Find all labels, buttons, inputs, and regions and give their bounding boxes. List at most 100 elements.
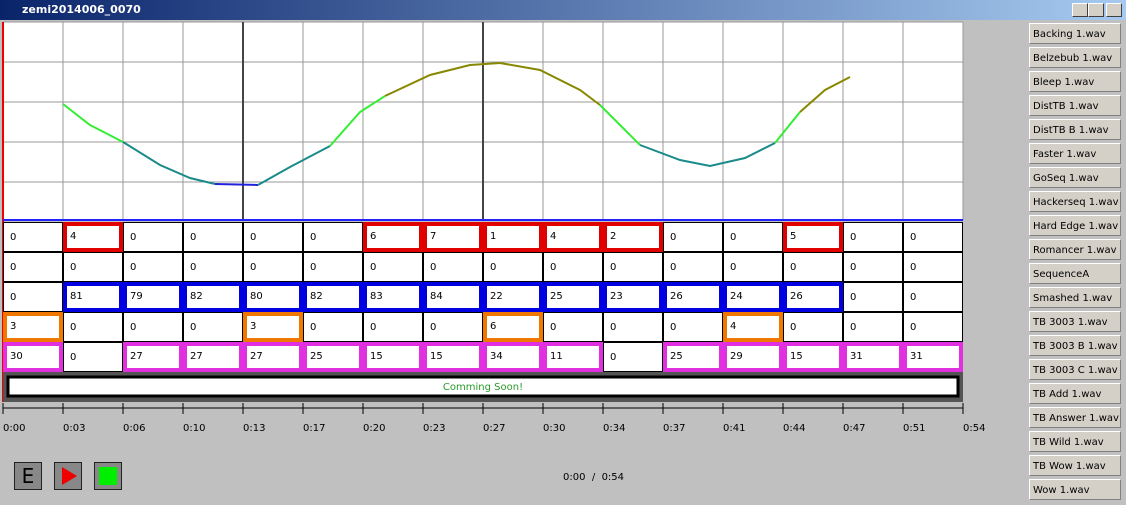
cell: 0 bbox=[423, 252, 483, 282]
file-button[interactable]: Wow 1.wav bbox=[1029, 479, 1121, 500]
cell-value: 0 bbox=[70, 262, 77, 273]
cell-value: 0 bbox=[130, 262, 137, 273]
time-label: 0:13 bbox=[243, 423, 266, 434]
cell-value: 25 bbox=[310, 351, 323, 362]
cell-value: 83 bbox=[370, 291, 383, 302]
cell-value: 11 bbox=[550, 351, 563, 362]
cell-value: 23 bbox=[610, 291, 623, 302]
cell: 25 bbox=[663, 342, 723, 372]
cell-value: 0 bbox=[850, 232, 857, 243]
file-button[interactable]: TB Answer 1.wav bbox=[1029, 407, 1121, 428]
cell-value: 26 bbox=[670, 291, 683, 302]
edit-button[interactable]: E bbox=[14, 462, 42, 490]
cell: 0 bbox=[663, 312, 723, 342]
cell: 0 bbox=[543, 252, 603, 282]
cell: 15 bbox=[363, 342, 423, 372]
file-button[interactable]: Romancer 1.wav bbox=[1029, 239, 1121, 260]
file-button[interactable]: Hard Edge 1.wav bbox=[1029, 215, 1121, 236]
cell-value: 1 bbox=[490, 231, 497, 242]
cell: 80 bbox=[243, 282, 303, 312]
cell-value: 0 bbox=[250, 232, 257, 243]
time-label: 0:10 bbox=[183, 423, 206, 434]
time-current: 0:00 bbox=[563, 472, 586, 483]
cell: 0 bbox=[663, 252, 723, 282]
cell: 26 bbox=[663, 282, 723, 312]
cell: 25 bbox=[543, 282, 603, 312]
file-button[interactable]: Smashed 1.wav bbox=[1029, 287, 1121, 308]
cell: 82 bbox=[303, 282, 363, 312]
cell: 0 bbox=[363, 252, 423, 282]
cell-value: 25 bbox=[670, 351, 683, 362]
file-button[interactable]: GoSeq 1.wav bbox=[1029, 167, 1121, 188]
file-button[interactable]: TB Add 1.wav bbox=[1029, 383, 1121, 404]
time-label: 0:54 bbox=[963, 423, 986, 434]
file-button[interactable]: Hackerseq 1.wav bbox=[1029, 191, 1121, 212]
maximize-button[interactable] bbox=[1088, 3, 1104, 17]
cell-value: 0 bbox=[190, 322, 197, 333]
cell-value: 15 bbox=[790, 351, 803, 362]
file-button[interactable]: TB Wow 1.wav bbox=[1029, 455, 1121, 476]
title-bar: zemi2014006_0070 bbox=[0, 0, 1126, 20]
cell: 0 bbox=[183, 252, 243, 282]
cell-value: 15 bbox=[430, 351, 443, 362]
file-button[interactable]: DistTB 1.wav bbox=[1029, 95, 1121, 116]
file-button[interactable]: SequenceA 1.wav bbox=[1029, 263, 1121, 301]
time-label: 0:41 bbox=[723, 423, 746, 434]
cell: 0 bbox=[903, 222, 963, 252]
stop-button[interactable] bbox=[94, 462, 122, 490]
time-separator: / bbox=[591, 472, 596, 483]
cell: 1 bbox=[483, 222, 543, 252]
file-button[interactable]: TB 3003 C 1.wav bbox=[1029, 359, 1121, 380]
file-button[interactable]: TB Wild 1.wav bbox=[1029, 431, 1121, 452]
cell-value: 0 bbox=[70, 322, 77, 333]
cell: 7 bbox=[423, 222, 483, 252]
file-button[interactable]: Faster 1.wav bbox=[1029, 143, 1121, 164]
cell-value: 0 bbox=[130, 232, 137, 243]
cell: 31 bbox=[843, 342, 903, 372]
cell: 2 bbox=[603, 222, 663, 252]
cell: 79 bbox=[123, 282, 183, 312]
cell-value: 81 bbox=[70, 291, 83, 302]
cell: 0 bbox=[843, 222, 903, 252]
cell-value: 0 bbox=[730, 232, 737, 243]
cell-value: 0 bbox=[550, 262, 557, 273]
time-display: 0:00 / 0:54 bbox=[563, 472, 624, 483]
cell-value: 84 bbox=[430, 291, 443, 302]
file-button[interactable]: DistTB B 1.wav bbox=[1029, 119, 1121, 140]
cell-value: 0 bbox=[910, 262, 917, 273]
cell: 0 bbox=[903, 282, 963, 312]
close-button[interactable] bbox=[1106, 3, 1122, 17]
time-label: 0:37 bbox=[663, 423, 686, 434]
status-text: Comming Soon! bbox=[443, 382, 523, 393]
cell: 27 bbox=[183, 342, 243, 372]
time-label: 0:00 bbox=[3, 423, 26, 434]
cell-value: 31 bbox=[910, 351, 923, 362]
cell-value: 0 bbox=[610, 322, 617, 333]
cell-value: 0 bbox=[370, 322, 377, 333]
file-button[interactable]: Backing 1.wav bbox=[1029, 23, 1121, 44]
cell-value: 3 bbox=[10, 321, 17, 332]
cell: 0 bbox=[123, 252, 183, 282]
plot-area: Comming Soon! bbox=[2, 21, 964, 414]
minimize-button[interactable] bbox=[1072, 3, 1088, 17]
cell-value: 79 bbox=[130, 291, 143, 302]
cell-value: 6 bbox=[490, 321, 497, 332]
cell: 82 bbox=[183, 282, 243, 312]
time-label: 0:23 bbox=[423, 423, 446, 434]
cell: 15 bbox=[783, 342, 843, 372]
cell: 0 bbox=[483, 252, 543, 282]
timeline-ticks bbox=[2, 403, 964, 414]
file-button[interactable]: Belzebub 1.wav bbox=[1029, 47, 1121, 68]
cell-value: 0 bbox=[610, 262, 617, 273]
time-label: 0:20 bbox=[363, 423, 386, 434]
cell: 27 bbox=[123, 342, 183, 372]
file-button[interactable]: Bleep 1.wav bbox=[1029, 71, 1121, 92]
cell: 0 bbox=[603, 252, 663, 282]
cell-value: 0 bbox=[910, 292, 917, 303]
play-button[interactable] bbox=[54, 462, 82, 490]
time-label: 0:27 bbox=[483, 423, 506, 434]
file-button[interactable]: TB 3003 B 1.wav bbox=[1029, 335, 1121, 356]
cell-value: 82 bbox=[310, 291, 323, 302]
file-button[interactable]: TB 3003 1.wav bbox=[1029, 311, 1121, 332]
cell: 6 bbox=[363, 222, 423, 252]
